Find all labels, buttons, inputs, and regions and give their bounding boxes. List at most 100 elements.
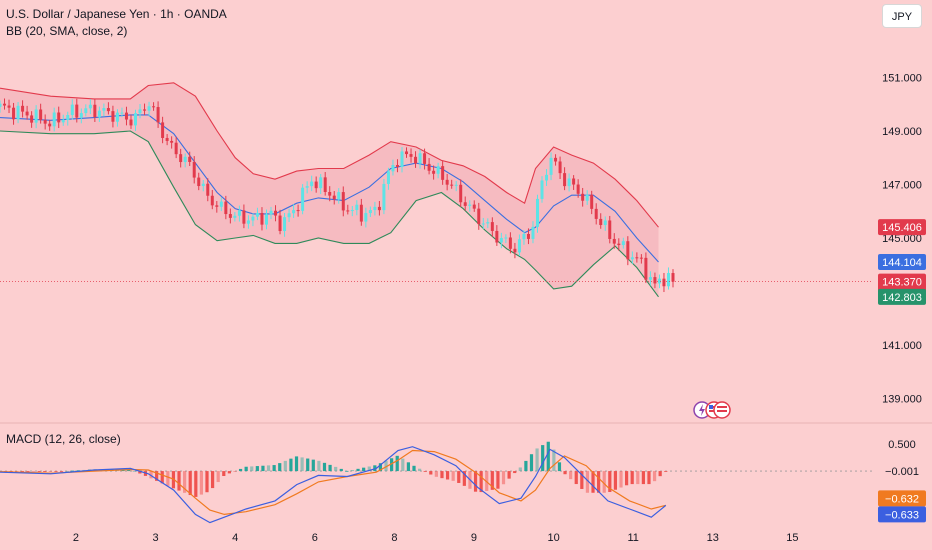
candle (585, 190, 589, 205)
candle (545, 169, 549, 186)
candle (563, 167, 567, 191)
candle-body (219, 201, 223, 207)
macd-histogram-bar (294, 456, 299, 472)
candle-body (368, 210, 372, 214)
candle-body (269, 210, 273, 215)
macd-histogram-bar (328, 464, 332, 472)
candle (84, 104, 88, 117)
candle (219, 197, 223, 212)
candle (93, 99, 97, 122)
candle-body (255, 212, 259, 217)
currency-button[interactable]: JPY (882, 4, 922, 28)
candle-body (138, 109, 142, 114)
candle (264, 209, 268, 230)
candle-body (323, 177, 327, 192)
macd-histogram-bar (384, 460, 388, 472)
candle (486, 218, 490, 229)
event-icons[interactable] (693, 401, 731, 419)
candle-body (301, 187, 305, 211)
candle-body (486, 222, 490, 224)
candle-body (0, 103, 2, 107)
candle (242, 204, 246, 229)
macd-histogram-bar (31, 471, 36, 472)
candle (621, 237, 625, 249)
candle (531, 221, 535, 244)
candle (554, 154, 558, 166)
candle-body (332, 195, 336, 200)
macd-histogram-bar (255, 466, 259, 472)
candle-body (156, 107, 160, 123)
bb-indicator-label[interactable]: BB (20, SMA, close, 2) (6, 24, 128, 38)
candle-body (499, 238, 503, 243)
macd-histogram-bar (602, 471, 606, 493)
candle-body (115, 112, 119, 122)
candle (57, 106, 61, 129)
candle (382, 178, 386, 215)
candle-body (612, 238, 616, 244)
macd-histogram-bar (630, 471, 634, 485)
candle (16, 102, 20, 124)
macd-histogram-bar (423, 471, 427, 472)
candle (134, 109, 138, 132)
candle (386, 167, 390, 190)
macd-histogram-bar (619, 471, 623, 488)
macd-histogram-bar (54, 471, 58, 472)
candle-body (504, 237, 508, 239)
bb-upper-label: 145.406 (878, 219, 926, 236)
candle (653, 272, 657, 289)
candle (341, 186, 345, 217)
candle-body (405, 151, 409, 155)
candle-body (278, 215, 282, 232)
candle-body (400, 151, 404, 167)
macd-histogram-bar (278, 463, 282, 472)
macd-histogram-bar (317, 460, 321, 472)
us-flag-event-icon-2[interactable] (713, 401, 731, 419)
macd-histogram-bar (641, 471, 645, 485)
macd-histogram-bar (266, 465, 271, 472)
macd-histogram-bar (417, 468, 422, 472)
candle-body (129, 119, 133, 126)
candle-body (653, 277, 657, 284)
candle (210, 189, 214, 210)
candle-body (517, 239, 521, 253)
candle (454, 181, 458, 192)
candle (350, 205, 354, 217)
candle-body (93, 104, 97, 118)
candle (599, 213, 603, 229)
candle (88, 99, 92, 115)
candle (21, 100, 25, 118)
candle-body (644, 257, 648, 280)
macd-indicator-label[interactable]: MACD (12, 26, close) (6, 432, 121, 446)
candle (269, 206, 273, 220)
macd-histogram-bar (15, 471, 19, 472)
candle-body (79, 113, 83, 118)
candle-body (228, 214, 232, 218)
candle (666, 267, 670, 290)
macd-histogram-bar (216, 471, 220, 483)
candle (517, 234, 521, 257)
candle (432, 165, 436, 180)
candle-body (436, 166, 440, 174)
price-axis-tick: 141.000 (882, 340, 922, 352)
macd-histogram-bar (451, 471, 455, 481)
candle-body (305, 186, 309, 188)
candle (292, 204, 296, 218)
candle-body (572, 178, 576, 185)
candle-body (490, 222, 494, 231)
macd-histogram-bar (210, 471, 215, 489)
price-axis-tick: 145.000 (882, 233, 922, 245)
macd-histogram-bar (608, 471, 612, 492)
candle (337, 188, 341, 204)
candle-body (666, 273, 670, 287)
macd-histogram-bar (127, 469, 131, 472)
macd-histogram-bar (624, 471, 629, 486)
candle-body (432, 170, 436, 174)
macd-histogram-bar (233, 471, 237, 472)
candle-body (626, 241, 630, 260)
macd-histogram-bar (496, 471, 500, 489)
candle-body (57, 112, 61, 123)
macd-pane (0, 441, 872, 524)
macd-histogram-bar (524, 460, 528, 472)
candle-body (621, 241, 625, 246)
